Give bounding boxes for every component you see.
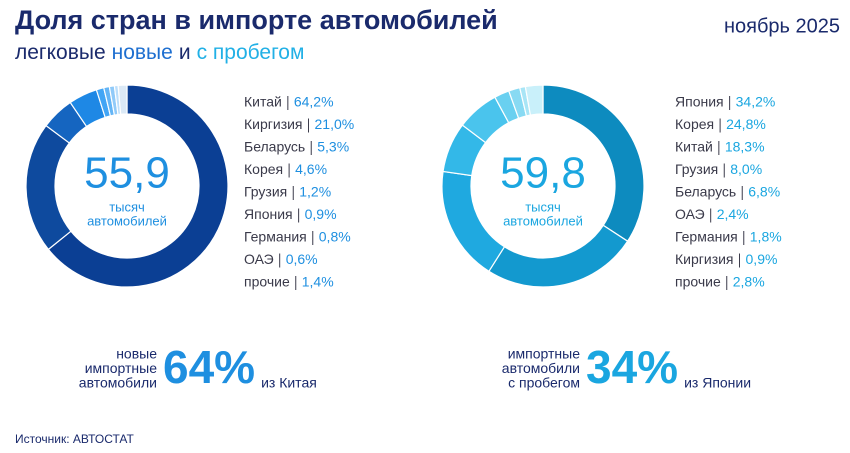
- legend-label: ОАЭ: [675, 206, 705, 222]
- legend-value: 1,8%: [750, 229, 782, 245]
- legend-value: 2,4%: [717, 206, 749, 222]
- total-unit: автомобилей: [87, 213, 167, 228]
- subtitle-part: и: [179, 41, 191, 64]
- subtitle-part: новые: [112, 41, 173, 64]
- legend-value: 24,8%: [726, 116, 766, 132]
- legend-label: прочие: [244, 274, 290, 290]
- source: Источник: АВТОСТАТ: [15, 432, 134, 446]
- note-line: импортные: [85, 360, 157, 376]
- note-suffix: из Японии: [684, 375, 751, 391]
- legend-label: Германия: [244, 229, 307, 245]
- legend-label: Беларусь: [244, 139, 305, 155]
- total-unit: тысяч: [525, 199, 561, 214]
- legend-value: 0,9%: [305, 206, 337, 222]
- donut-segment: [488, 224, 629, 288]
- note-line: с пробегом: [508, 375, 580, 391]
- legend-value: 1,4%: [302, 274, 334, 290]
- legend-value: 2,8%: [733, 274, 765, 290]
- donut-segment: [47, 84, 229, 288]
- legend-label: Грузия: [244, 184, 287, 200]
- legend-label: Япония: [675, 94, 724, 110]
- legend-label: Германия: [675, 229, 738, 245]
- date: ноябрь 2025: [724, 15, 840, 37]
- total-value: 59,8: [500, 149, 586, 198]
- note-line: автомобили: [502, 360, 580, 376]
- donut-segment: [441, 170, 506, 273]
- note-line: автомобили: [79, 375, 157, 391]
- legend-label: Китай: [244, 94, 282, 110]
- legend-value: 64,2%: [294, 94, 334, 110]
- subtitle-part: легковые: [15, 41, 106, 64]
- note-suffix: из Китая: [261, 375, 317, 391]
- legend-value: 6,8%: [748, 184, 780, 200]
- subtitle-part: с пробегом: [197, 41, 305, 64]
- legend-label: Беларусь: [675, 184, 736, 200]
- legend-label: Корея: [675, 116, 714, 132]
- donut-segment: [25, 124, 72, 251]
- legend-label: Корея: [244, 161, 283, 177]
- legend-label: Киргизия: [244, 116, 303, 132]
- legend-value: 8,0%: [730, 161, 762, 177]
- note-line: новые: [116, 346, 157, 362]
- legend-value: 0,9%: [746, 251, 778, 267]
- note-line: импортные: [508, 346, 580, 362]
- legend-value: 0,8%: [319, 229, 351, 245]
- legend-value: 1,2%: [299, 184, 331, 200]
- legend-value: 21,0%: [315, 116, 355, 132]
- donut-segment: [117, 84, 128, 115]
- note-share: 34%: [586, 341, 678, 393]
- total-value: 55,9: [84, 149, 170, 198]
- legend-label: Киргизия: [675, 251, 734, 267]
- legend-label: Япония: [244, 206, 293, 222]
- note-share: 64%: [163, 341, 255, 393]
- legend-value: 4,6%: [295, 161, 327, 177]
- legend-label: прочие: [675, 274, 721, 290]
- donut-segment: [524, 84, 544, 116]
- subtitle: легковые новые и с пробегом: [15, 41, 304, 64]
- title: Доля стран в импорте автомобилей: [15, 5, 498, 35]
- legend-value: 5,3%: [317, 139, 349, 155]
- legend-label: Китай: [675, 139, 713, 155]
- total-unit: тысяч: [109, 199, 145, 214]
- total-unit: автомобилей: [503, 213, 583, 228]
- legend-label: Грузия: [675, 161, 718, 177]
- legend-value: 34,2%: [736, 94, 776, 110]
- legend-value: 0,6%: [286, 251, 318, 267]
- legend-label: ОАЭ: [244, 251, 274, 267]
- legend-value: 18,3%: [725, 139, 765, 155]
